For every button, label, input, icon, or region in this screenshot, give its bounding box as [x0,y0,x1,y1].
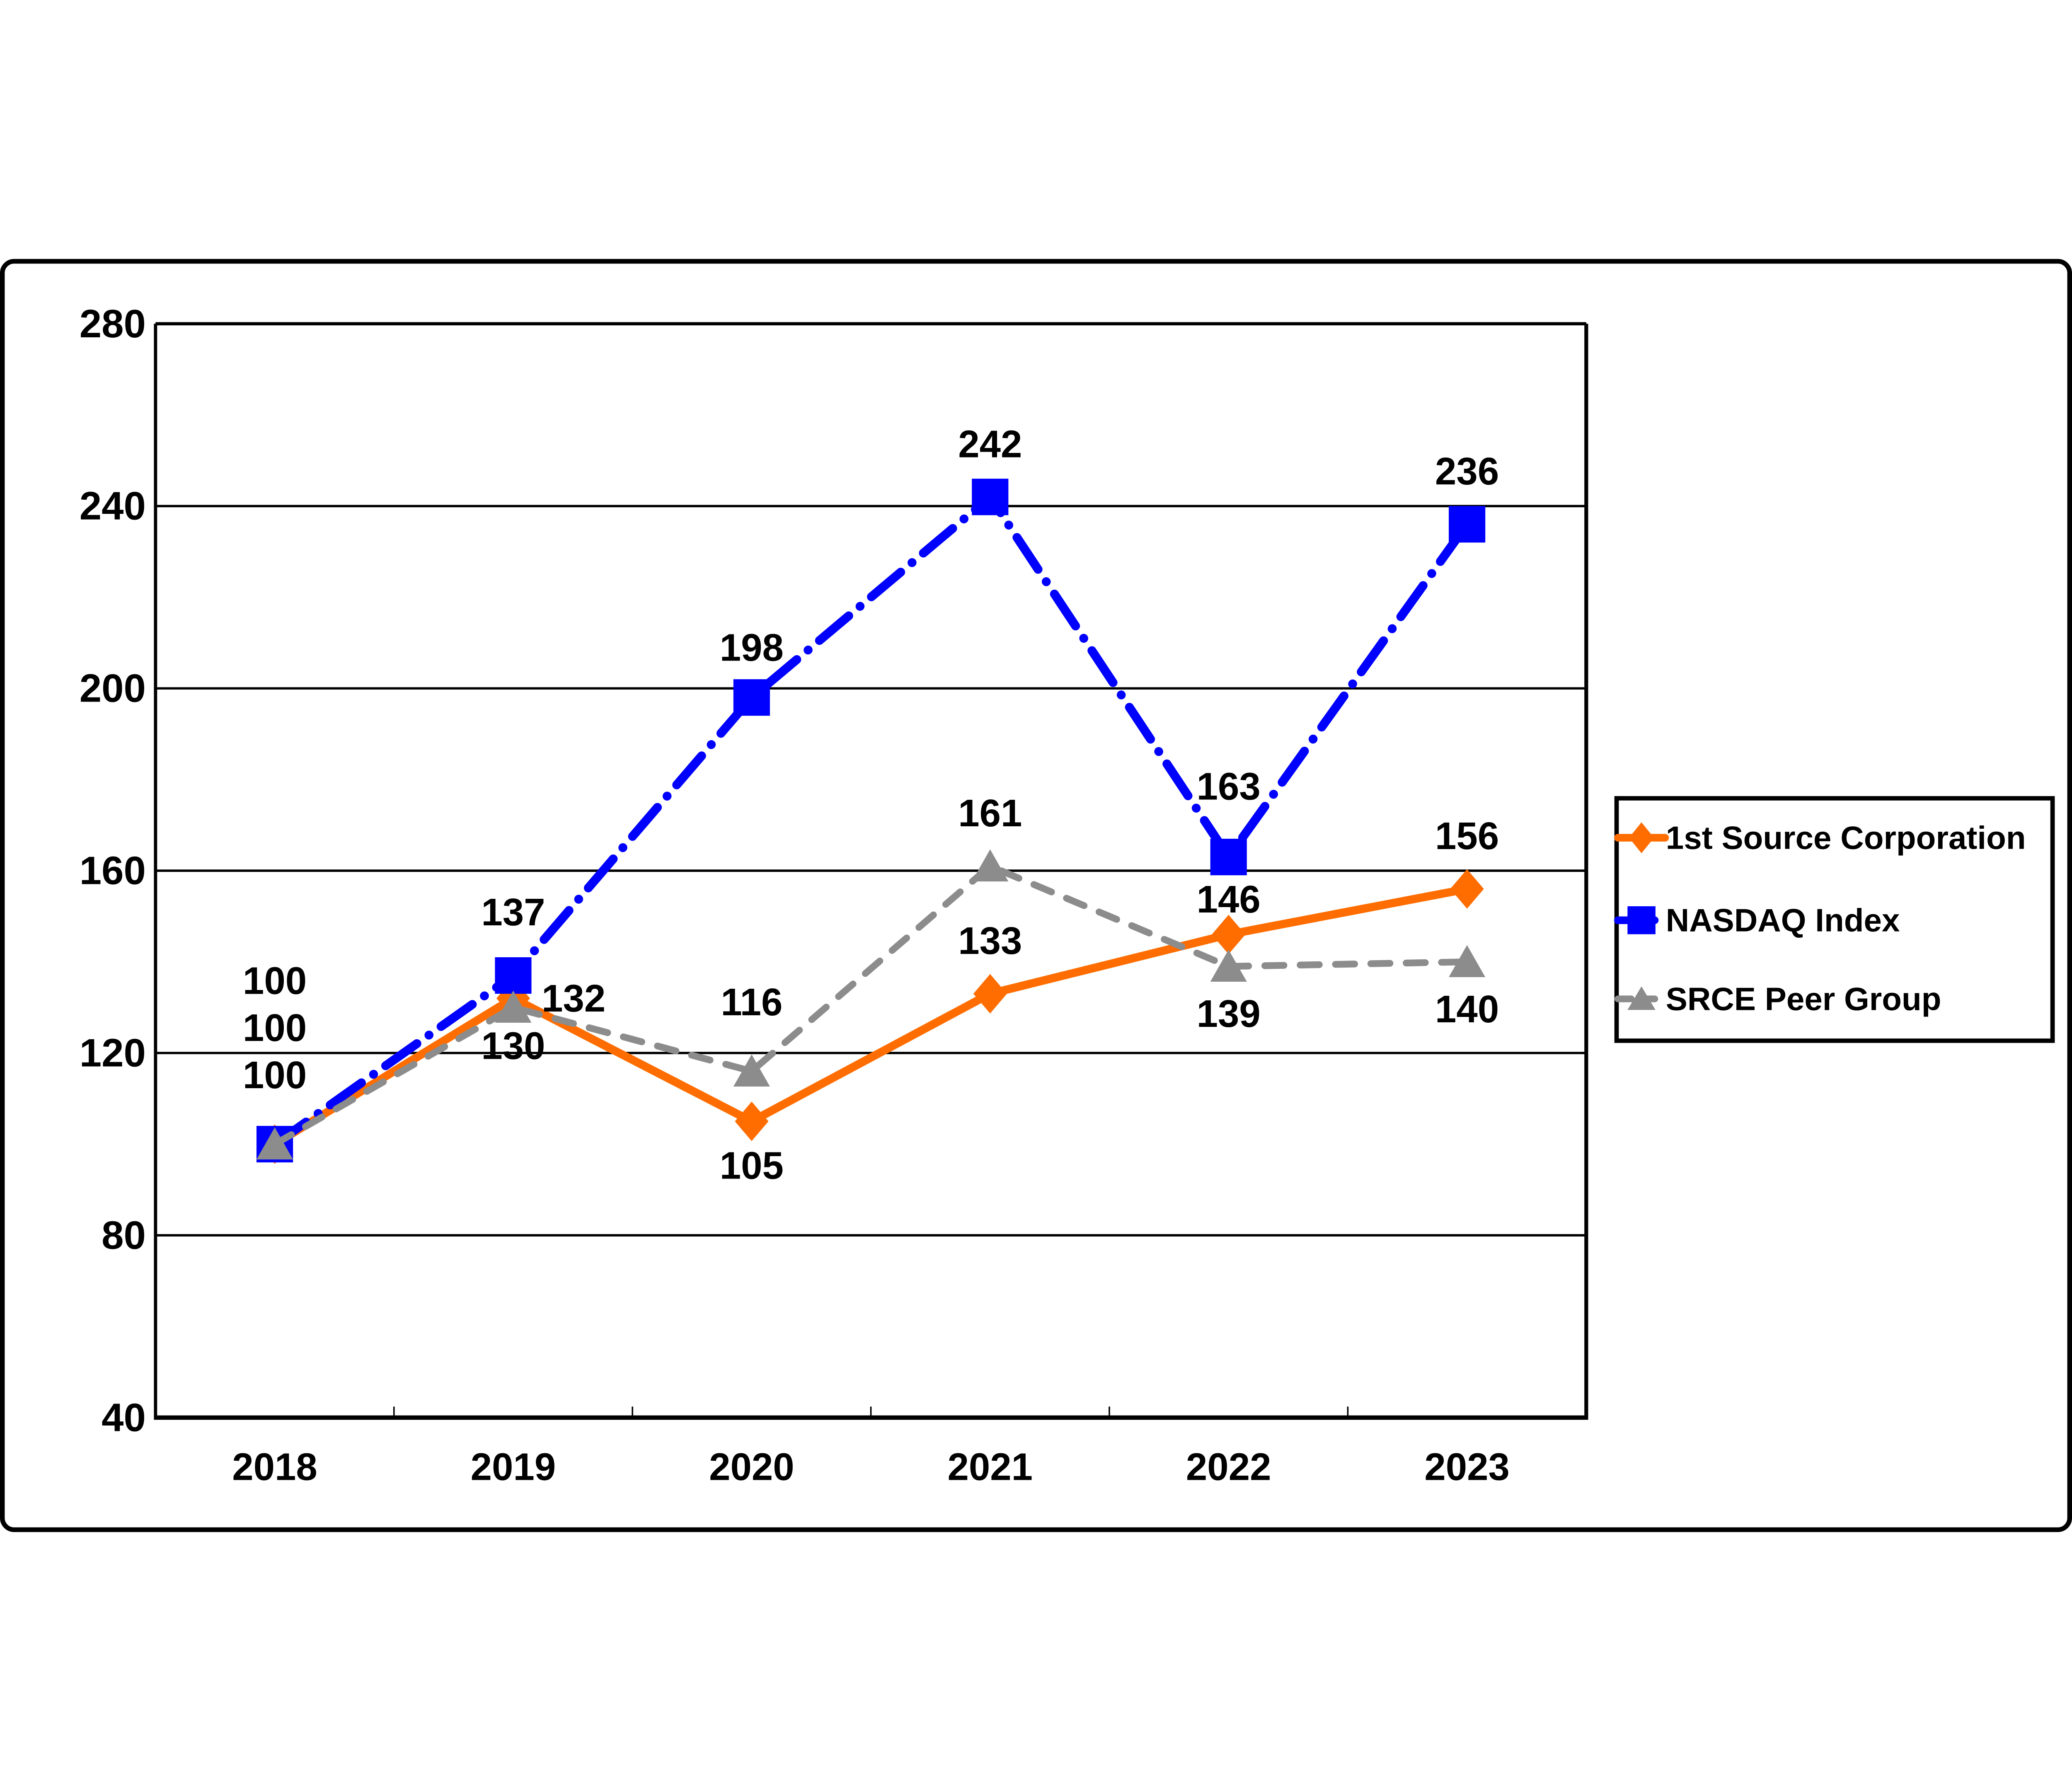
marker-triangle-srce-peer-group [1210,949,1247,982]
x-axis-category-label: 2019 [471,1445,556,1488]
series-line-1st-source-corporation [272,885,1468,1148]
marker-square-nasdaq-index [1210,839,1247,876]
y-axis-tick-label: 200 [80,666,146,711]
marker-triangle-srce-peer-group [1449,945,1486,978]
marker-square-nasdaq-index [972,479,1009,516]
marker-triangle-srce-peer-group [495,990,532,1023]
data-label: 139 [1197,992,1261,1035]
marker-triangle-srce-peer-group [256,1127,293,1159]
legend-label: SRCE Peer Group [1666,981,1941,1017]
legend-key-triangle-icon [1627,986,1656,1010]
data-label: 130 [481,1024,545,1067]
marker-triangle-srce-peer-group [733,1054,770,1087]
y-axis-tick-label: 160 [80,849,146,893]
marker-diamond-1st-source-corporation [1212,915,1246,954]
data-label: 163 [1197,765,1261,808]
data-label: 146 [1197,878,1261,921]
data-label: 100 [243,959,307,1002]
legend-key-diamond-icon [1629,822,1654,853]
legend-key-square-icon [1627,906,1656,934]
marker-triangle-srce-peer-group [972,849,1009,882]
x-axis-category-label: 2020 [709,1445,794,1488]
marker-diamond-1st-source-corporation [973,974,1007,1014]
x-axis-category-label: 2018 [232,1445,317,1488]
data-label: 137 [481,891,545,934]
data-label: 100 [243,1053,307,1096]
data-label: 133 [958,919,1022,962]
data-label: 236 [1435,450,1499,493]
marker-diamond-1st-source-corporation [735,1101,769,1141]
y-axis-tick-label: 80 [102,1213,146,1258]
x-axis-category-label: 2023 [1424,1445,1510,1488]
marker-square-nasdaq-index [733,679,770,716]
data-label: 100 [243,1006,307,1049]
y-axis-tick-label: 40 [102,1395,146,1440]
data-label: 116 [721,980,782,1024]
y-axis-tick-label: 240 [80,484,146,528]
data-label: 132 [542,977,605,1020]
legend-label: 1st Source Corporation [1666,820,2026,856]
figure-border [0,259,2072,1532]
legend-label: NASDAQ Index [1666,902,1900,939]
y-axis-tick-label: 280 [80,302,146,346]
data-label: 242 [958,422,1022,465]
marker-square-nasdaq-index [495,957,532,994]
data-label: 156 [1435,814,1499,857]
x-axis-category-label: 2021 [948,1445,1033,1488]
data-label: 105 [720,1144,784,1187]
y-axis-tick-label: 120 [80,1031,146,1075]
data-label: 198 [720,626,784,669]
legend-box [1614,796,2055,1043]
data-label: 161 [958,791,1022,835]
marker-square-nasdaq-index [1449,506,1486,543]
data-label: 140 [1435,987,1499,1031]
series-line-srce-peer-group [271,862,1471,1148]
series-line-nasdaq-index [270,492,1472,1149]
x-axis-category-label: 2022 [1186,1445,1271,1488]
